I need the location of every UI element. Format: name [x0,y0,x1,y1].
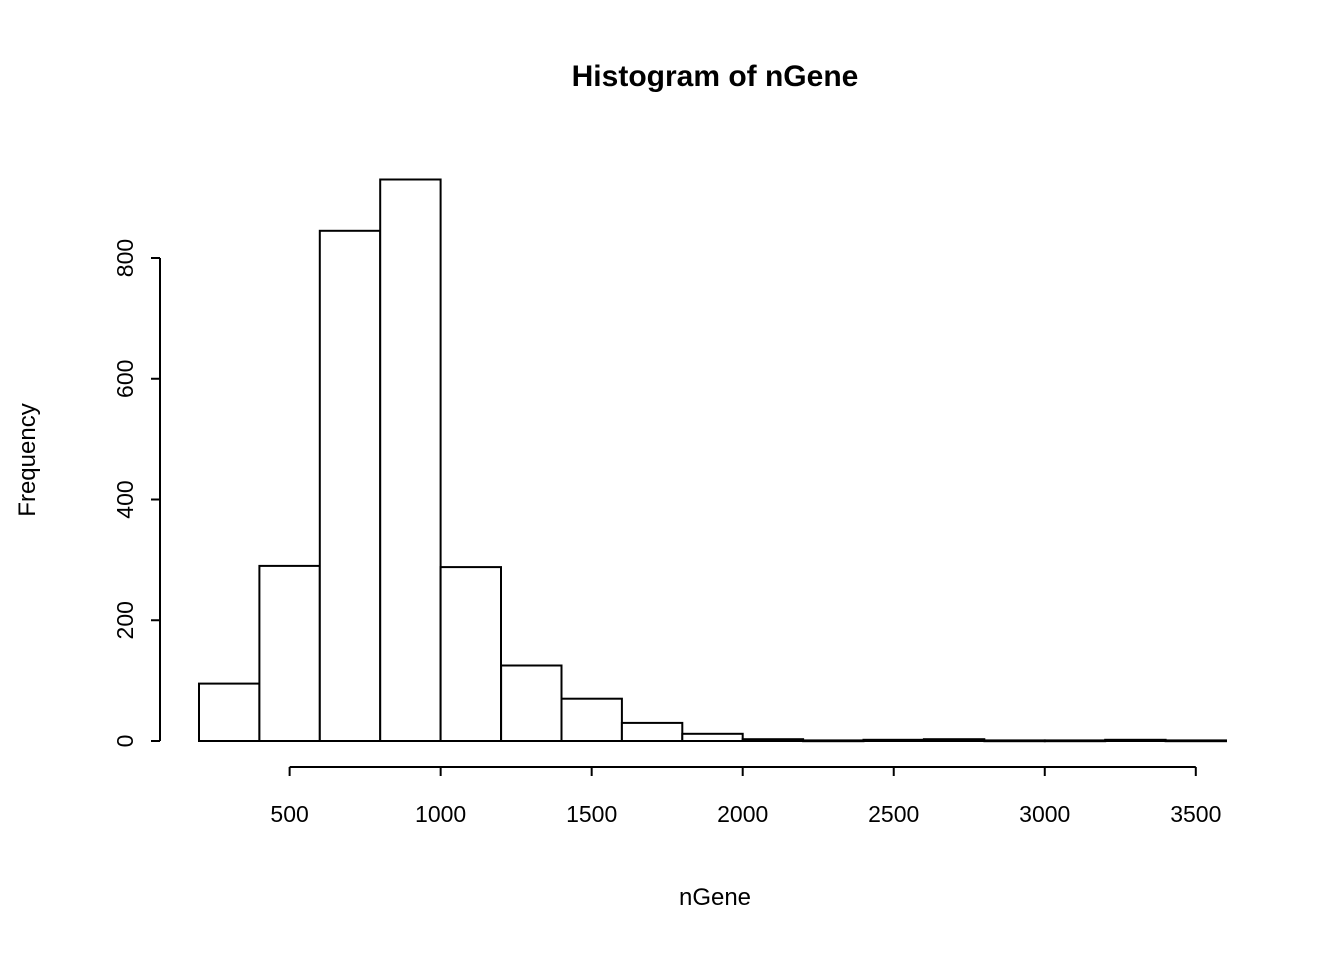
histogram-bar [922,738,986,743]
x-tick-label: 2500 [868,801,919,827]
histogram-bar [500,664,563,742]
histogram-bar [379,178,442,742]
histogram-bar [439,566,503,742]
histogram-bar [198,682,261,742]
chart-title: Histogram of nGene [571,60,859,93]
y-tick-label: 200 [112,601,138,639]
histogram-bar [983,739,1046,743]
histogram-bar [620,721,684,743]
histogram-bar [862,738,925,742]
histogram-bar [1164,739,1227,743]
histogram-bar [681,732,744,742]
y-tick-label: 600 [112,360,138,398]
histogram-bar [560,697,623,743]
x-tick-label: 3000 [1019,801,1070,827]
x-tick-label: 500 [270,801,308,827]
x-tick-label: 3500 [1170,801,1221,827]
x-tick-label: 1500 [566,801,617,827]
histogram-bar [318,229,382,743]
histogram-bar [1104,738,1167,742]
bars-group [198,178,1227,743]
y-tick-label: 800 [112,239,138,277]
ticks-group [151,257,1197,776]
x-tick-label: 1000 [415,801,466,827]
y-tick-label: 0 [112,735,138,748]
tick-labels-group: 500 1000 1500 2000 2500 3000 3500 0 200 400 600 800 [112,239,1221,827]
histogram-bar [802,739,865,743]
x-axis-title: nGene [678,884,752,911]
histogram-bar [1043,739,1107,743]
histogram-bar [741,738,805,743]
y-tick-label: 400 [112,480,138,518]
histogram-bar [258,564,321,743]
x-tick-label: 2000 [717,801,768,827]
